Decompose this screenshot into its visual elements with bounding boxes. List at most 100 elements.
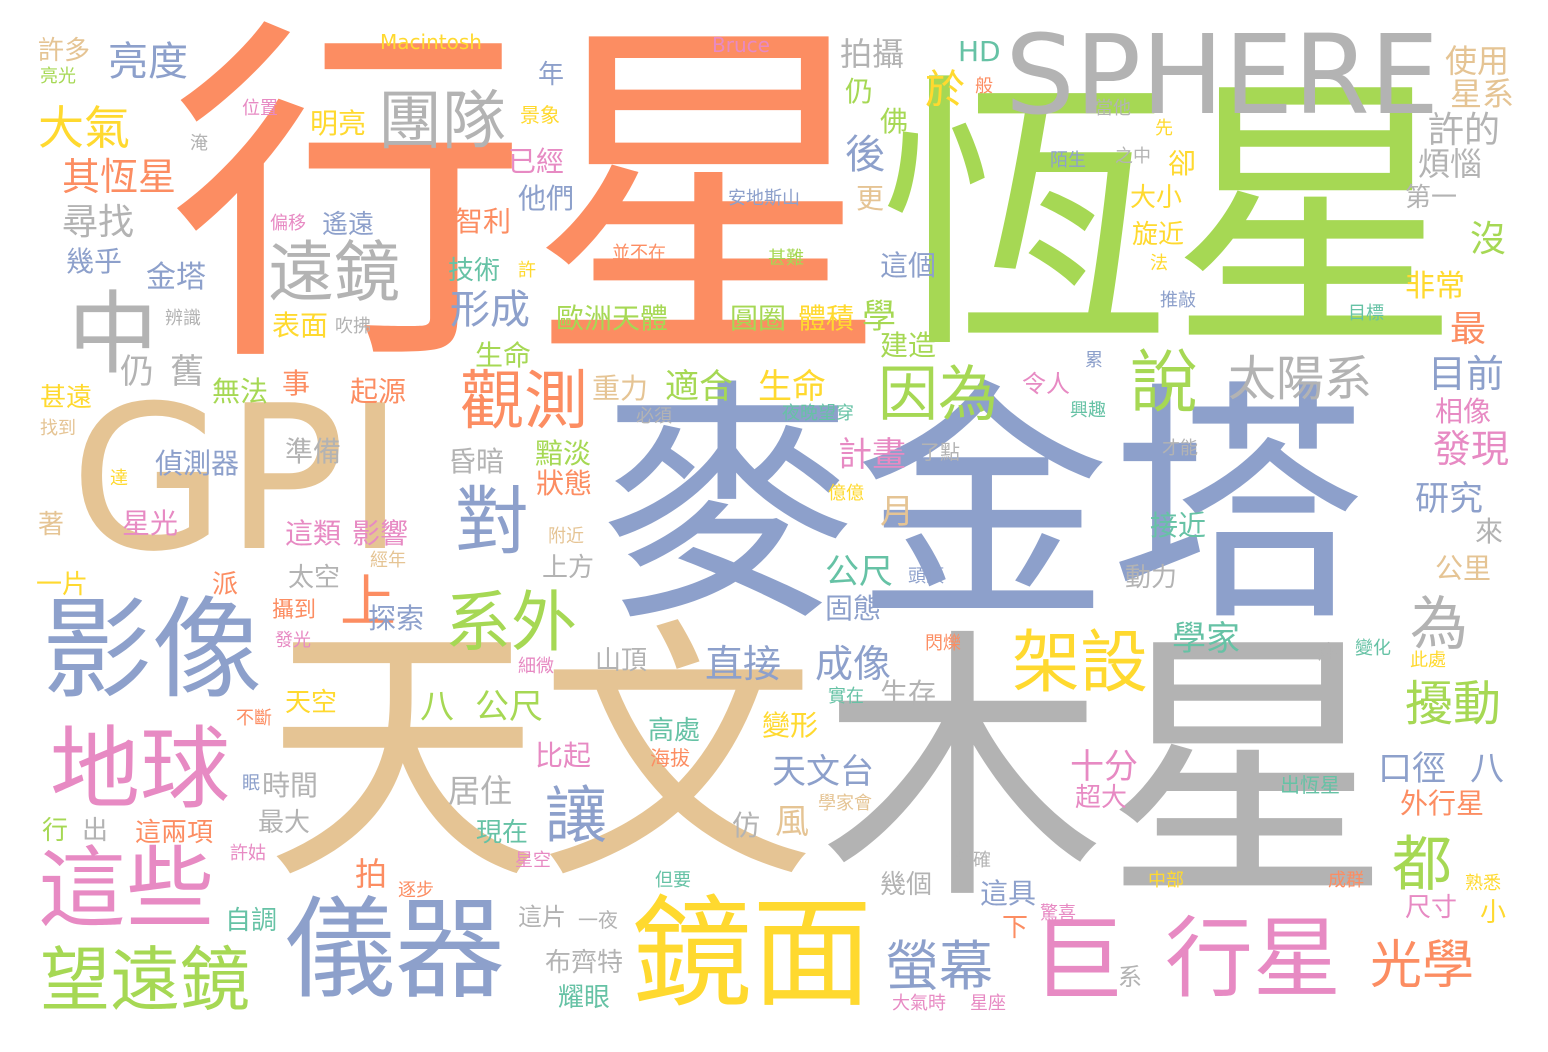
cloud-word: 金塔: [146, 260, 206, 295]
cloud-word: 現在: [476, 818, 529, 848]
cloud-word: 架設: [1012, 624, 1149, 703]
cloud-word: 之中: [1115, 146, 1151, 167]
cloud-word: 星光: [122, 507, 179, 540]
cloud-word: 拍: [355, 855, 388, 893]
cloud-word: SPHERE: [1005, 11, 1440, 139]
cloud-word: 學家會: [818, 793, 872, 814]
cloud-word: 已經: [508, 145, 565, 178]
cloud-word: 星空: [515, 850, 551, 871]
cloud-word: 山頂: [595, 646, 648, 676]
cloud-word: 生命: [475, 339, 532, 372]
cloud-word: 陌生: [1050, 150, 1086, 171]
cloud-word: 拍攝: [840, 35, 905, 73]
cloud-word: 高處: [648, 716, 701, 746]
cloud-word: 相像: [1435, 395, 1492, 428]
cloud-word: 於: [925, 67, 965, 113]
cloud-word: 對: [455, 479, 529, 565]
cloud-word: 體積: [798, 302, 855, 335]
cloud-word: 口徑: [1378, 749, 1446, 789]
cloud-word: 煩惱: [1418, 145, 1483, 183]
cloud-word: 當他: [1095, 98, 1131, 119]
cloud-word: 布齊特: [545, 948, 624, 978]
cloud-word: 亮度: [108, 39, 188, 85]
cloud-word: 行: [42, 816, 69, 846]
cloud-word: 八: [420, 687, 454, 727]
cloud-word: 下: [1002, 913, 1029, 943]
cloud-word: 建造: [880, 329, 937, 362]
cloud-word: 天文台: [772, 752, 874, 792]
cloud-word: 擾動: [1405, 676, 1502, 732]
cloud-word: 昏暗: [448, 445, 505, 478]
cloud-word: 目前: [1428, 352, 1505, 396]
cloud-word: 眠: [242, 773, 260, 794]
cloud-word: 固態: [825, 592, 882, 625]
cloud-word: 變形: [762, 709, 819, 742]
cloud-word: 幾個: [880, 870, 933, 900]
cloud-word: 億億: [828, 483, 864, 504]
cloud-word: 系: [1118, 963, 1142, 991]
cloud-word: 比起: [535, 739, 592, 772]
cloud-word: 上方: [542, 553, 595, 583]
cloud-word: 一夜: [578, 908, 618, 932]
cloud-word: 許: [518, 260, 536, 281]
cloud-word: 夜晚望穿: [782, 403, 854, 424]
cloud-word: 此處: [1410, 650, 1446, 671]
cloud-word: 表面: [272, 309, 329, 342]
cloud-word: 攝到: [272, 598, 317, 623]
cloud-word: 偵測器: [155, 447, 240, 480]
cloud-word: 八: [1470, 749, 1504, 789]
cloud-word: 木星: [820, 606, 1390, 938]
cloud-word: 最大: [258, 808, 311, 838]
cloud-word: 偏移: [270, 213, 306, 234]
cloud-word: 學: [862, 297, 896, 337]
cloud-word: 說: [1130, 344, 1199, 423]
cloud-word: 風: [775, 802, 809, 842]
cloud-word: 事: [282, 367, 311, 400]
cloud-word: 因為: [878, 360, 998, 430]
cloud-word: 年: [538, 60, 565, 90]
cloud-word: 這個: [880, 249, 937, 282]
cloud-word: 成像: [815, 642, 892, 686]
cloud-word: 後: [845, 132, 885, 178]
cloud-word: 了點: [920, 440, 960, 464]
cloud-word: 尺寸: [1405, 893, 1458, 923]
cloud-word: 行星: [1165, 907, 1342, 1010]
cloud-word: 公尺: [825, 552, 893, 592]
cloud-word: 附近: [548, 526, 584, 547]
cloud-word: 歐洲天體: [556, 302, 669, 335]
cloud-word: 不斷: [236, 708, 272, 729]
cloud-word: 興趣: [1070, 400, 1106, 421]
cloud-word: 儀器: [285, 886, 505, 1014]
cloud-word: 上: [340, 570, 396, 635]
cloud-word: 圓圈: [730, 302, 787, 335]
cloud-word: 技術: [448, 256, 501, 286]
cloud-word: 望遠鏡: [40, 939, 250, 1021]
cloud-word: 耀眼: [558, 983, 611, 1013]
cloud-word: 研究: [1415, 479, 1483, 519]
cloud-word: 生存: [880, 677, 937, 710]
cloud-word: 並不在: [612, 243, 666, 264]
cloud-word: 鏡面: [632, 885, 872, 1024]
cloud-word: 熟悉: [1465, 873, 1501, 894]
cloud-word: 尋找: [62, 202, 135, 243]
cloud-word: 法: [1150, 253, 1168, 274]
cloud-word: 天空: [285, 688, 338, 718]
cloud-word: 經年: [370, 550, 406, 571]
cloud-word: 小: [1480, 898, 1507, 928]
cloud-word: 累: [1085, 350, 1103, 371]
cloud-word: 智利: [455, 205, 512, 238]
cloud-word: 影像: [42, 586, 262, 714]
cloud-word: 一座: [1298, 640, 1338, 664]
cloud-word: 天文: [265, 597, 815, 917]
cloud-word: 出: [82, 816, 109, 846]
cloud-word: 使用: [1445, 42, 1510, 80]
cloud-word: 大小: [1130, 183, 1183, 213]
cloud-word: 大氣: [38, 101, 130, 155]
cloud-word: 甚難: [768, 248, 804, 269]
cloud-word: 成群: [1328, 870, 1364, 891]
cloud-word: 發現: [1433, 427, 1510, 471]
cloud-word: 形成: [450, 287, 530, 333]
cloud-word: 許姑: [230, 843, 266, 864]
cloud-word: 派: [212, 570, 239, 600]
